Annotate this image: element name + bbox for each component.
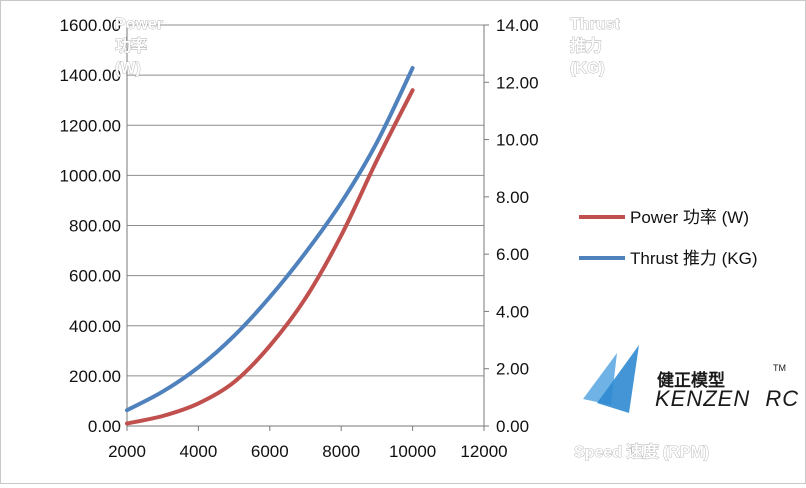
right-tick-label-5: 10.00: [496, 131, 539, 150]
right-tick-label-1: 2.00: [496, 360, 529, 379]
left-tick-label-8: 1600.00: [60, 16, 121, 35]
logo-english-name: KENZEN RC: [655, 386, 799, 411]
right-tick-label-4: 8.00: [496, 188, 529, 207]
left-tick-label-3: 600.00: [69, 267, 121, 286]
left-axis-ticks: 0.00 200.00 400.00 600.00 800.00 1000.00 1200.…: [60, 16, 121, 436]
left-tick-label-2: 400.00: [69, 317, 121, 336]
right-axis-ticks: 0.00 2.00 4.00 6.00 8.00 10.00 12.00 14.00: [484, 16, 539, 436]
left-axis-title-line-2: 功率: [115, 36, 147, 55]
left-tick-label-1: 200.00: [69, 367, 121, 386]
right-tick-label-2: 4.00: [496, 302, 529, 321]
series-lines: [125, 66, 415, 426]
right-tick-label-0: 0.00: [496, 417, 529, 436]
x-tick-label-3: 8000: [322, 442, 360, 461]
logo-english-word: KENZEN: [655, 386, 750, 411]
left-axis-title-line-3: (W): [115, 60, 141, 77]
logo-trademark: TM: [773, 363, 786, 373]
x-tick-label-5: 12000: [460, 442, 507, 461]
logo-sail-icon-2: [597, 345, 639, 413]
right-tick-label-7: 14.00: [496, 16, 539, 35]
x-tick-label-0: 2000: [108, 442, 146, 461]
axes: [126, 25, 485, 427]
power-series-line: [125, 88, 415, 426]
x-tick-label-2: 6000: [251, 442, 289, 461]
logo-chinese-name: 健正模型: [657, 370, 725, 390]
gridlines: [127, 24, 484, 377]
right-tick-label-6: 12.00: [496, 73, 539, 92]
x-axis-ticks: 2000 4000 6000 8000 10000 12000: [108, 426, 508, 461]
legend-thrust-label: Thrust 推力 (KG): [630, 249, 758, 268]
left-tick-label-4: 800.00: [69, 217, 121, 236]
x-axis-title: Speed 速度 (RPM): [574, 442, 709, 461]
right-axis-title-line-1: Thrust: [570, 16, 620, 33]
left-axis-title-line-1: Power: [115, 16, 163, 33]
left-tick-label-0: 0.00: [88, 417, 121, 436]
legend: Power 功率 (W) Thrust 推力 (KG): [579, 208, 758, 268]
right-axis-title-line-3: (KG): [570, 60, 605, 77]
left-tick-label-7: 1400.00: [60, 66, 121, 85]
logo-rc-suffix: RC: [765, 386, 799, 411]
left-tick-label-5: 1000.00: [60, 166, 121, 185]
left-tick-label-6: 1200.00: [60, 116, 121, 135]
legend-power-label: Power 功率 (W): [630, 208, 749, 227]
x-tick-label-4: 10000: [389, 442, 436, 461]
right-tick-label-3: 6.00: [496, 245, 529, 264]
x-tick-label-1: 4000: [179, 442, 217, 461]
thrust-series-line: [125, 66, 415, 413]
right-axis-title-line-2: 推力: [570, 36, 602, 55]
kenzen-logo: 健正模型 KENZEN RC TM: [583, 345, 799, 413]
